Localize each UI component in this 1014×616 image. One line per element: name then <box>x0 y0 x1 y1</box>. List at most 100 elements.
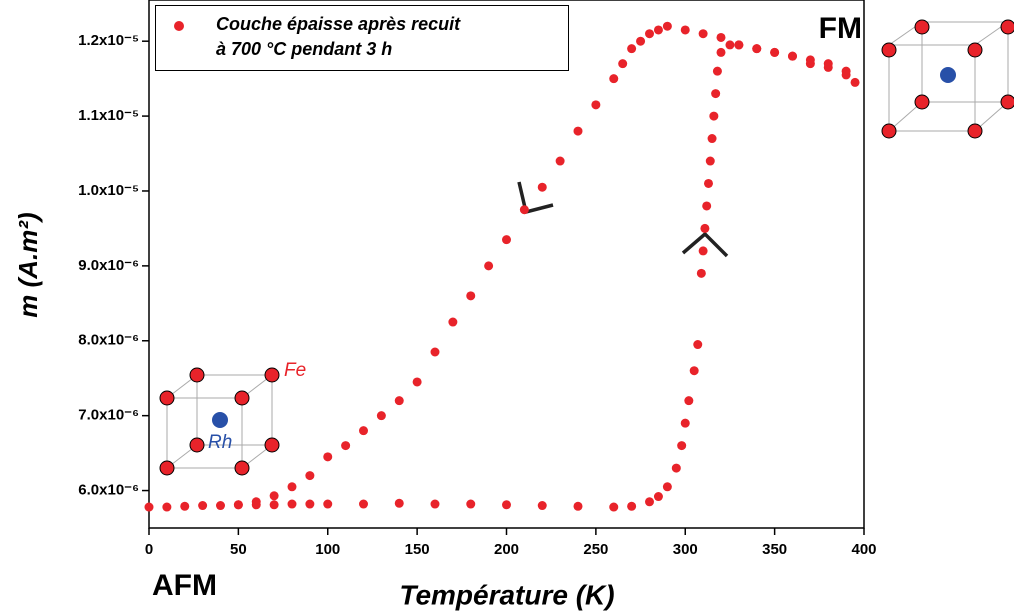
point <box>609 74 619 84</box>
point <box>609 502 619 512</box>
x-tick-label: 400 <box>851 541 876 558</box>
point <box>698 29 708 39</box>
legend: Couche épaisse après recuit à 700 °C pen… <box>155 5 569 71</box>
point <box>466 291 476 301</box>
point <box>591 100 601 110</box>
point <box>671 463 681 473</box>
y-tick-label: 8.0x10⁻⁶ <box>78 332 139 349</box>
point <box>412 377 422 387</box>
point <box>359 499 368 509</box>
point <box>653 25 663 35</box>
point <box>805 55 815 65</box>
x-tick-label: 300 <box>673 541 698 558</box>
legend-label: Couche épaisse après recuit à 700 °C pen… <box>216 14 461 59</box>
point <box>662 482 672 492</box>
point <box>711 89 721 99</box>
point <box>850 77 860 87</box>
point <box>618 59 628 69</box>
point <box>770 47 780 57</box>
y-tick-label: 6.0x10⁻⁶ <box>78 482 139 499</box>
point <box>707 134 717 144</box>
crystal-afm-atoms <box>159 367 280 476</box>
point <box>144 502 154 512</box>
point <box>645 29 654 39</box>
point <box>696 268 706 278</box>
point <box>216 501 225 511</box>
point <box>484 261 494 271</box>
point <box>519 205 529 215</box>
point <box>573 501 583 511</box>
crystal-fm-atoms <box>881 19 1014 139</box>
point <box>448 317 458 327</box>
plot-frame <box>148 0 865 529</box>
point <box>693 340 703 350</box>
point <box>305 499 315 509</box>
point <box>684 396 694 406</box>
point <box>752 44 762 54</box>
y-tick-label: 1.1x10⁻⁵ <box>78 107 139 124</box>
y-tick-label: 9.0x10⁻⁶ <box>78 257 139 274</box>
rh-label: Rh <box>208 432 232 453</box>
x-tick-label: 350 <box>762 541 787 558</box>
point <box>709 111 719 121</box>
point <box>430 499 440 509</box>
point <box>653 492 663 502</box>
point <box>716 32 726 42</box>
point <box>269 491 279 501</box>
point <box>555 156 565 166</box>
point <box>323 499 333 509</box>
afm-label: AFM <box>152 569 217 602</box>
point <box>323 452 333 462</box>
y-axis-title: m (A.m²) <box>13 212 43 317</box>
x-tick-label: 50 <box>230 541 247 558</box>
point <box>198 501 208 511</box>
x-axis-title: Température (K) <box>399 579 614 610</box>
point <box>573 126 583 136</box>
point <box>700 223 710 233</box>
point <box>537 501 547 511</box>
point <box>689 366 699 376</box>
arrows <box>517 181 729 258</box>
point <box>716 47 726 57</box>
point <box>698 246 708 256</box>
point <box>341 441 351 451</box>
point <box>680 25 690 35</box>
point <box>823 59 833 69</box>
point <box>680 418 690 428</box>
point <box>466 499 476 509</box>
legend-marker <box>174 21 184 31</box>
point <box>712 66 722 76</box>
frame <box>148 0 865 529</box>
point <box>627 44 637 54</box>
y-tick-label: 7.0x10⁻⁶ <box>78 407 139 424</box>
point <box>537 182 547 192</box>
point <box>233 500 243 510</box>
x-tick-label: 0 <box>145 541 153 558</box>
y-tick-label: 1.0x10⁻⁵ <box>78 182 139 199</box>
point <box>645 497 654 507</box>
point <box>734 40 744 50</box>
point <box>359 426 368 436</box>
point <box>305 471 315 481</box>
point <box>841 66 851 76</box>
point <box>180 501 190 511</box>
point <box>376 411 386 421</box>
fm-label: FM <box>819 12 862 45</box>
point <box>702 201 712 211</box>
x-tick-label: 200 <box>494 541 519 558</box>
point <box>662 21 672 31</box>
point <box>251 497 261 507</box>
point <box>287 482 297 492</box>
y-tick-label: 1.2x10⁻⁵ <box>78 32 139 49</box>
point <box>502 500 511 510</box>
point <box>430 347 440 357</box>
x-tick-label: 150 <box>405 541 430 558</box>
point <box>502 235 511 245</box>
point <box>725 40 735 50</box>
point <box>677 441 687 451</box>
point <box>627 501 637 511</box>
point <box>636 36 646 46</box>
point <box>394 498 404 508</box>
